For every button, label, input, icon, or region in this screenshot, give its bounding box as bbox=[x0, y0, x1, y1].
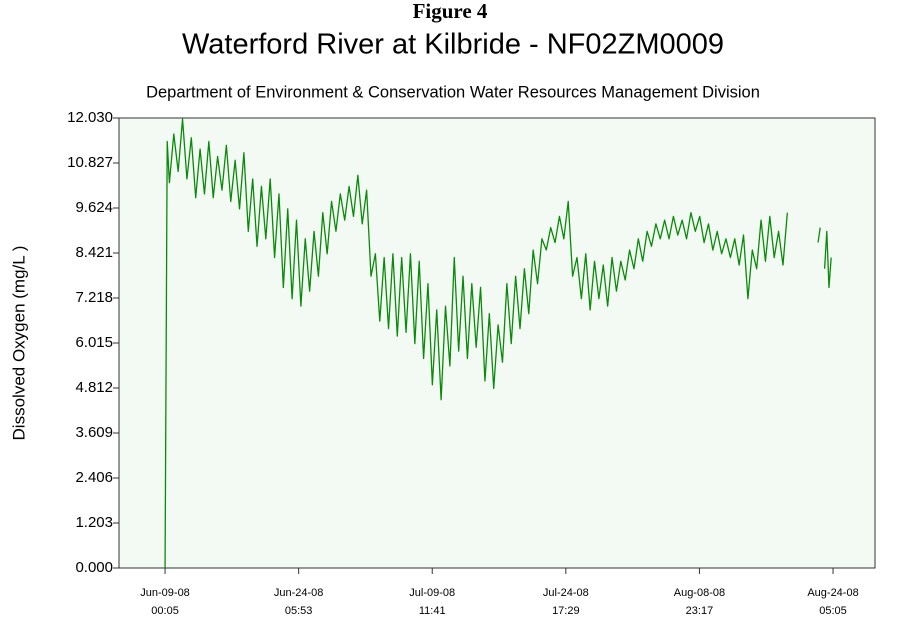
chart-title: Waterford River at Kilbride - NF02ZM0009 bbox=[182, 29, 724, 61]
y-tick-label: 4.812 bbox=[75, 379, 113, 396]
y-tick-label: 8.421 bbox=[75, 244, 113, 261]
data-line bbox=[164, 118, 832, 569]
x-tick-label: 00:05 bbox=[151, 605, 179, 617]
x-tick-label: Aug-08-08 bbox=[674, 587, 725, 599]
chart-subtitle: Department of Environment & Conservation… bbox=[146, 83, 760, 101]
y-tick-label: 9.624 bbox=[75, 199, 113, 216]
x-tick-label: Jul-09-08 bbox=[409, 587, 455, 599]
x-tick-label: 05:05 bbox=[819, 605, 847, 617]
y-tick-label: 1.203 bbox=[75, 514, 113, 531]
figure-label: Figure 4 bbox=[413, 0, 488, 23]
y-axis-label: Dissolved Oxygen (mg/L ) bbox=[9, 246, 28, 441]
y-tick-label: 2.406 bbox=[75, 469, 113, 486]
x-tick-label: Jul-24-08 bbox=[543, 587, 589, 599]
y-tick-label: 0.000 bbox=[75, 559, 113, 576]
x-tick-label: 11:41 bbox=[419, 605, 446, 617]
y-tick-label: 10.827 bbox=[67, 154, 113, 171]
y-tick-label: 6.015 bbox=[75, 334, 113, 351]
y-tick-label: 12.030 bbox=[67, 109, 113, 126]
x-tick-label: 23:17 bbox=[686, 605, 714, 617]
x-tick-label: Jun-09-08 bbox=[140, 587, 190, 599]
y-tick-label: 7.218 bbox=[75, 289, 113, 306]
x-tick-label: 05:53 bbox=[285, 605, 313, 617]
x-tick-label: Aug-24-08 bbox=[807, 587, 858, 599]
x-tick-label: Jun-24-08 bbox=[274, 587, 324, 599]
x-tick-label: 17:29 bbox=[552, 605, 580, 617]
y-tick-label: 3.609 bbox=[75, 424, 113, 441]
